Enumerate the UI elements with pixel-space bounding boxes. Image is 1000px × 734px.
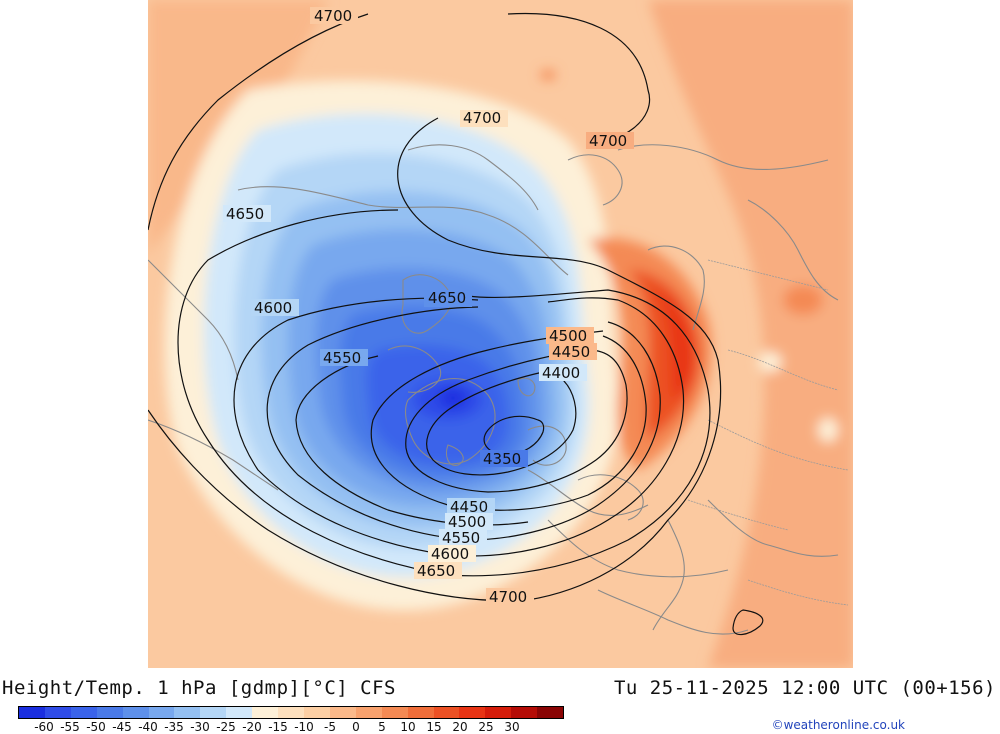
color-scale-tick-label: -55 [60,720,80,734]
contour-label: 4350 [483,450,521,468]
contour-label: 4650 [226,205,264,223]
color-scale-tick-label: -35 [164,720,184,734]
valid-time: Tu 25-11-2025 12:00 UTC (00+156) [613,677,996,699]
color-swatch [70,707,97,718]
temperature-field [148,0,853,668]
color-swatch [407,707,434,718]
color-scale-tick-label: -30 [190,720,210,734]
contour-label: 4450 [450,498,488,516]
color-scale-tick-label: -25 [216,720,236,734]
height-contours [148,12,764,636]
color-scale-tick-label: -40 [138,720,158,734]
color-scale-tick-label: 10 [400,720,416,734]
color-scale-tick-label: -10 [294,720,314,734]
contour-label: 4550 [323,349,361,367]
contour-label: 4650 [417,562,455,580]
color-swatch [537,707,564,718]
contour-label: 4550 [442,529,480,547]
contour-label: 4450 [552,343,590,361]
contour-label: 4500 [549,327,587,345]
color-scale-tick-label: 25 [478,720,494,734]
color-swatch [200,707,227,718]
color-scale-tick-label: 0 [352,720,360,734]
contour-label: 4650 [428,289,466,307]
contour-label: 4400 [542,364,580,382]
contour-label: 4700 [463,109,501,127]
contour-label: 4500 [448,513,486,531]
color-scale-tick-label: -20 [242,720,262,734]
contour-label: 4700 [489,588,527,606]
color-scale-tick-label: 5 [378,720,386,734]
color-swatch [174,707,201,718]
color-swatch [355,707,382,718]
contour-label: 4700 [589,132,627,150]
color-swatch [44,707,71,718]
color-swatch [19,707,45,718]
color-scale-tick-label: 15 [426,720,442,734]
color-scale-tick-label: -60 [34,720,54,734]
color-swatch [485,707,512,718]
color-swatch [511,707,538,718]
color-swatch [278,707,304,718]
color-swatch [459,707,486,718]
color-swatch [433,707,460,718]
chart-title: Height/Temp. 1 hPa [gdmp][°C] CFS [2,677,396,699]
color-scale-tick-label: 20 [452,720,468,734]
color-swatch [226,707,253,718]
map-panel: 4700 4700 4700 4650 4650 4600 4550 4500 … [148,0,853,668]
color-swatch [122,707,149,718]
color-scale-bar [18,706,564,719]
contour-label: 4700 [314,7,352,25]
color-swatch [303,707,330,718]
color-scale-tick-label: -15 [268,720,288,734]
color-scale-tick-label: -45 [112,720,132,734]
color-swatch [381,707,408,718]
borders [687,259,849,606]
color-swatch [252,707,279,718]
color-scale-tick-label: -5 [324,720,336,734]
contour-label: 4600 [254,299,292,317]
color-scale-ticks: -60 -55 -50 -45 -40 -35 -30 -25 -20 -15 -10 -5 0 5 10 1… [18,720,578,734]
color-swatch [148,707,175,718]
color-scale-tick-label: 30 [504,720,520,734]
contour-labels: 4700 4700 4700 4650 4650 4600 4550 4500 … [223,7,634,606]
credit-link[interactable]: ©weatheronline.co.uk [771,718,905,732]
contour-label: 4600 [431,545,469,563]
color-scale-tick-label: -50 [86,720,106,734]
coastlines [148,144,839,635]
color-swatch [329,707,356,718]
color-swatch [96,707,123,718]
